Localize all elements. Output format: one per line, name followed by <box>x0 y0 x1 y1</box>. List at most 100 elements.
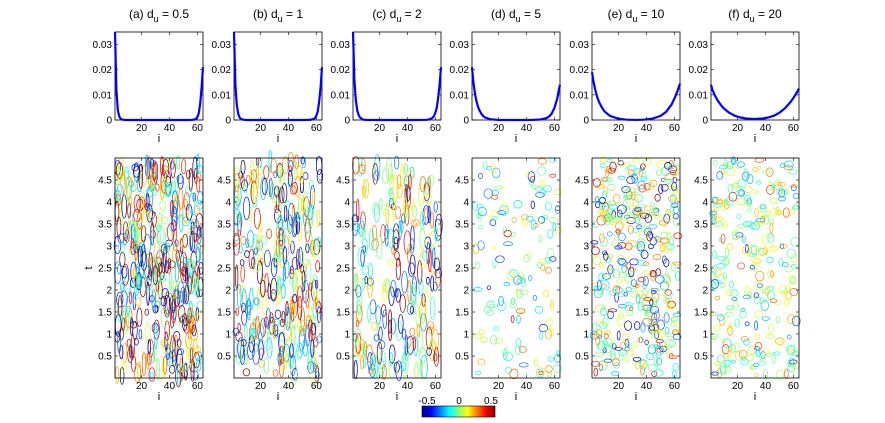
contour-line <box>292 218 299 235</box>
contour-line <box>144 273 152 293</box>
contour-line <box>606 266 615 271</box>
contour-line <box>655 329 661 333</box>
contour-line <box>188 321 195 331</box>
contour-line <box>504 366 513 374</box>
contour-line <box>265 308 271 330</box>
contour-line <box>407 244 412 264</box>
contour-line <box>592 178 601 188</box>
contour-line <box>672 362 679 372</box>
contour-line <box>294 349 303 360</box>
x-axis-label: i <box>515 391 517 403</box>
contour-line <box>354 273 358 287</box>
contour-line <box>183 363 190 371</box>
contour-line <box>134 240 138 261</box>
contour-line <box>255 166 260 190</box>
contour-line <box>592 220 599 229</box>
contour-line <box>552 364 563 373</box>
contour-line <box>771 353 776 364</box>
contour-line <box>519 307 524 313</box>
contour-line <box>273 170 278 179</box>
contour-line <box>239 344 246 365</box>
contour-line <box>401 270 408 294</box>
contour-line <box>545 317 553 328</box>
contour-line <box>419 228 426 250</box>
contour-line <box>625 342 630 349</box>
y-tick-label: 1.5 <box>98 308 112 319</box>
contour-line <box>658 183 664 194</box>
contour-line <box>539 180 546 186</box>
contour-line <box>162 355 168 375</box>
contour-line <box>599 156 607 166</box>
contour-line <box>521 219 529 227</box>
contour-line <box>632 356 642 362</box>
contour-line <box>433 347 439 367</box>
contour-line <box>176 338 182 348</box>
contour-line <box>165 225 173 249</box>
contour-line <box>656 319 665 331</box>
contour-line <box>171 190 179 215</box>
contour-line <box>160 339 169 348</box>
plot-frame <box>114 31 204 121</box>
contour-line <box>593 333 600 339</box>
contour-line <box>250 160 255 179</box>
contour-line <box>376 234 383 260</box>
contour-line <box>663 243 672 253</box>
contour-line <box>250 327 254 339</box>
y-tick-label: 0.02 <box>93 65 113 76</box>
contour-line <box>241 310 248 326</box>
contour-line <box>627 348 634 357</box>
contour-line <box>117 330 122 354</box>
contour-line <box>644 311 652 318</box>
contour-line <box>535 191 545 198</box>
contour-line <box>411 199 415 213</box>
contour-line <box>624 273 633 284</box>
contour-line <box>599 196 606 204</box>
contour-line <box>778 196 786 202</box>
contour-line <box>789 169 798 175</box>
contour-line <box>189 227 193 252</box>
contour-line <box>716 171 724 180</box>
x-tick-label: 60 <box>311 123 323 134</box>
contour-line <box>433 257 440 271</box>
contour-line <box>782 207 790 218</box>
contour-line <box>121 265 128 279</box>
contour-line <box>540 264 546 272</box>
contour-line <box>475 370 482 376</box>
contour-line <box>608 342 616 349</box>
contour-line <box>270 289 277 302</box>
contour-line <box>367 262 373 279</box>
contour-line <box>420 313 427 332</box>
contour-line <box>196 164 204 174</box>
contour-line <box>649 179 658 187</box>
y-tick-label: 3.5 <box>217 220 231 231</box>
contour-line <box>663 312 670 323</box>
contour-line <box>152 265 159 285</box>
x-tick-label: 20 <box>136 381 148 392</box>
contour-line <box>140 225 147 243</box>
contour-line <box>266 228 273 239</box>
contour-line <box>612 285 621 296</box>
contour-line <box>668 185 678 191</box>
contour-line <box>629 266 636 273</box>
contour-line <box>615 285 621 290</box>
contour-line <box>663 296 672 305</box>
contour-line <box>483 305 492 314</box>
contour-line <box>403 197 408 222</box>
y-tick-label: 0.02 <box>570 65 590 76</box>
contour-line <box>162 175 167 197</box>
contour-line <box>312 191 316 206</box>
contour-line <box>754 190 759 195</box>
y-tick-label: 0.03 <box>212 40 232 51</box>
contour-line <box>253 247 258 255</box>
contour-line <box>290 362 298 386</box>
contour-line <box>654 211 660 220</box>
contour-line <box>609 350 617 361</box>
contour-line <box>115 162 124 179</box>
contour-line <box>132 165 141 178</box>
contour-line <box>393 155 400 170</box>
contour-line <box>664 326 670 335</box>
contour-line <box>260 318 267 338</box>
contour-line <box>754 320 759 331</box>
contour-line <box>672 316 678 322</box>
contour-line <box>491 194 499 200</box>
